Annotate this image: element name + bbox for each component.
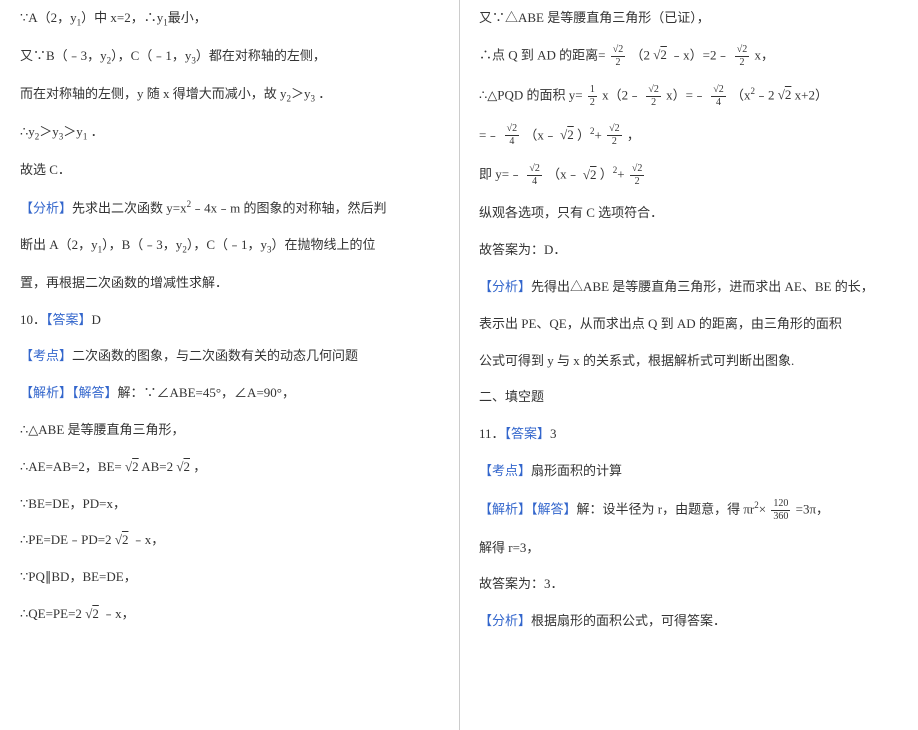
- solution-label: 【解析】: [479, 501, 531, 516]
- analysis-label: 【分析】: [20, 200, 72, 215]
- text-line: 断出 A（2，y1），B（﹣3，y2），C（﹣1，y3）在抛物线上的位: [20, 235, 439, 257]
- question-number: 11．【答案】3: [479, 424, 898, 445]
- text-line: 表示出 PE、QE，从而求出点 Q 到 AD 的距离，由三角形的面积: [479, 314, 898, 335]
- answer-label: 【答案】: [505, 426, 551, 441]
- text-line: 置，再根据二次函数的增减性求解．: [20, 273, 439, 294]
- solution-label: 【解析】: [20, 385, 72, 400]
- text-line: 纵观各选项，只有 C 选项符合．: [479, 203, 898, 224]
- text-line: ∴△PQD 的面积 y= 12 x（2﹣ √22 x）=﹣ √24 （x2﹣2 …: [479, 84, 898, 108]
- answer-label: 【答案】: [46, 312, 92, 327]
- analysis-label: 【分析】: [479, 279, 531, 294]
- topic-label: 【考点】: [479, 463, 531, 478]
- text-line: =﹣ √24 （x﹣ 2 ）2+ √22 ，: [479, 124, 898, 148]
- topic-label: 【考点】: [20, 348, 72, 363]
- text-line: ∵A（2，y1）中 x=2，∴y1最小，: [20, 8, 439, 30]
- analysis-line: 【分析】先求出二次函数 y=x2﹣4x﹣m 的图象的对称轴，然后判: [20, 197, 439, 219]
- topic-line: 【考点】二次函数的图象，与二次函数有关的动态几何问题: [20, 346, 439, 367]
- text-line: 公式可得到 y 与 x 的关系式，根据解析式可判断出图象.: [479, 351, 898, 372]
- text-line: ∴PE=DE﹣PD=2 2 ﹣x，: [20, 530, 439, 551]
- topic-line: 【考点】扇形面积的计算: [479, 461, 898, 482]
- text-line: ∴QE=PE=2 2 ﹣x，: [20, 604, 439, 625]
- text-line: 又∵△ABE 是等腰直角三角形（已证），: [479, 8, 898, 29]
- text-line: ∵PQ∥BD，BE=DE，: [20, 567, 439, 588]
- column-divider: [459, 0, 460, 730]
- text-line: ∵BE=DE，PD=x，: [20, 494, 439, 515]
- text-line: 又∵B（﹣3，y2），C（﹣1，y3）都在对称轴的左侧，: [20, 46, 439, 68]
- text-line: 而在对称轴的左侧，y 随 x 得增大而减小，故 y2＞y3 ．: [20, 84, 439, 106]
- text-line: ∴△ABE 是等腰直角三角形，: [20, 420, 439, 441]
- analysis-line: 【分析】根据扇形的面积公式，可得答案．: [479, 611, 898, 632]
- text-line: 解得 r=3，: [479, 538, 898, 559]
- text-line: ∴点 Q 到 AD 的距离= √22 （2 2 ﹣x）=2﹣ √22 x，: [479, 45, 898, 68]
- question-number: 10．【答案】D: [20, 310, 439, 331]
- right-column: 又∵△ABE 是等腰直角三角形（已证）， ∴点 Q 到 AD 的距离= √22 …: [459, 0, 918, 730]
- text-line: ∴y2＞y3＞y1 ．: [20, 122, 439, 144]
- explain-label: 【解答】: [531, 501, 577, 516]
- solution-line: 【解析】【解答】解：∵∠ABE=45°，∠A=90°，: [20, 383, 439, 404]
- analysis-label: 【分析】: [479, 613, 531, 628]
- left-column: ∵A（2，y1）中 x=2，∴y1最小， 又∵B（﹣3，y2），C（﹣1，y3）…: [0, 0, 459, 730]
- text-line: ∴AE=AB=2，BE= 2 AB=2 2 ，: [20, 457, 439, 478]
- solution-line: 【解析】【解答】解：设半径为 r，由题意，得 πr2× 120360 =3π，: [479, 498, 898, 522]
- text-line: 即 y=﹣ √24 （x﹣ 2 ）2+ √22: [479, 163, 898, 187]
- explain-label: 【解答】: [72, 385, 118, 400]
- text-line: 故答案为：3．: [479, 574, 898, 595]
- text-line: 故答案为：D．: [479, 240, 898, 261]
- section-header: 二、填空题: [479, 387, 898, 408]
- analysis-line: 【分析】先得出△ABE 是等腰直角三角形，进而求出 AE、BE 的长，: [479, 277, 898, 298]
- text-line: 故选 C．: [20, 160, 439, 181]
